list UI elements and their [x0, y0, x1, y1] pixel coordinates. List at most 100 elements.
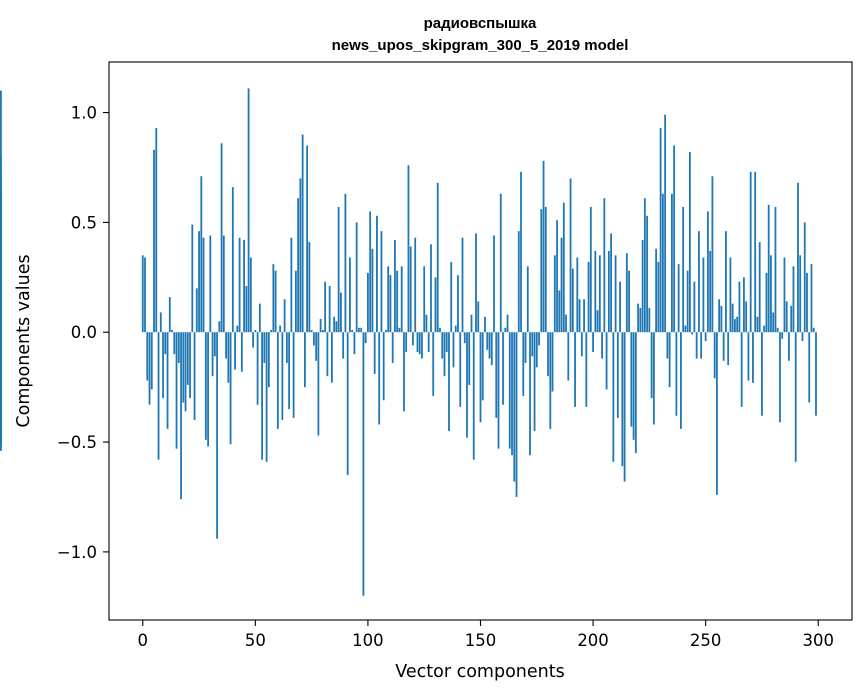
bar	[292, 332, 295, 418]
bar	[668, 332, 671, 388]
bar	[558, 290, 561, 333]
bar	[423, 266, 426, 333]
bar	[303, 332, 306, 388]
y-tick-label: 0.5	[71, 213, 97, 232]
bar	[565, 314, 567, 333]
bar	[191, 224, 194, 333]
bar	[184, 332, 187, 412]
bar	[761, 332, 763, 416]
bar	[175, 332, 178, 449]
bar	[576, 257, 579, 333]
bar	[578, 299, 581, 333]
bar	[164, 332, 167, 355]
bar	[360, 327, 363, 333]
bar	[382, 332, 385, 401]
bar	[396, 270, 399, 333]
bar	[193, 332, 196, 421]
bar	[490, 332, 493, 366]
bar	[587, 261, 590, 333]
bar	[243, 239, 245, 333]
bar	[389, 275, 392, 333]
bar	[263, 332, 266, 363]
bar	[493, 235, 495, 333]
bar	[736, 316, 739, 333]
bar	[513, 332, 516, 482]
bar	[495, 332, 498, 418]
bar	[461, 237, 464, 333]
bar	[371, 248, 374, 333]
bar	[297, 198, 300, 333]
bar	[583, 299, 585, 333]
bar	[0, 196, 2, 333]
bar	[443, 332, 446, 377]
bar	[0, 288, 2, 333]
bar	[362, 332, 365, 596]
bar	[648, 308, 651, 333]
bar	[716, 332, 718, 495]
bar	[765, 272, 768, 333]
bar	[288, 332, 291, 410]
bar	[520, 171, 522, 333]
bar	[515, 332, 518, 497]
bar	[785, 301, 788, 333]
bar	[781, 332, 784, 339]
bar	[168, 297, 171, 333]
x-tick-label: 200	[577, 631, 609, 650]
bar	[499, 193, 502, 333]
bar	[531, 332, 534, 357]
bar	[731, 303, 734, 333]
bar	[562, 202, 565, 333]
bar	[450, 261, 453, 333]
bar	[637, 303, 640, 333]
bar	[202, 237, 205, 333]
bar	[459, 332, 462, 407]
bar	[538, 332, 540, 346]
bar	[776, 327, 779, 333]
bar	[799, 255, 802, 333]
bar	[752, 332, 754, 383]
bar	[252, 332, 254, 348]
bar	[159, 312, 162, 333]
bar	[204, 332, 207, 440]
bar	[182, 332, 185, 403]
bar	[177, 332, 180, 363]
bar	[725, 231, 727, 333]
bar	[209, 235, 212, 333]
plot-frame	[108, 61, 853, 621]
bar	[279, 325, 282, 333]
bar	[457, 275, 459, 333]
x-tick-label: 50	[245, 631, 266, 650]
bar	[317, 332, 320, 436]
bar	[315, 332, 318, 361]
bar	[745, 301, 748, 333]
bar	[610, 233, 612, 333]
bar	[349, 257, 351, 333]
bar	[673, 145, 676, 333]
bar	[231, 187, 234, 333]
bar	[740, 332, 743, 407]
bar	[502, 332, 504, 405]
bar	[308, 242, 311, 333]
bar	[148, 332, 151, 405]
bar	[249, 257, 252, 333]
x-tick-label: 150	[465, 631, 497, 650]
bar	[655, 248, 658, 333]
bar	[353, 332, 356, 355]
bar	[646, 215, 649, 333]
bar	[702, 257, 705, 333]
bar	[547, 332, 549, 377]
bar	[695, 332, 698, 359]
bar	[803, 222, 806, 333]
bar	[540, 209, 543, 333]
bar	[0, 332, 2, 366]
y-tick-label: 0.0	[71, 323, 97, 342]
chart-subtitle: news_upos_skipgram_300_5_2019 model	[332, 37, 629, 54]
bar	[619, 281, 621, 333]
bar	[677, 264, 680, 333]
bar	[0, 332, 2, 418]
bar	[166, 332, 169, 429]
bar	[605, 332, 608, 390]
bar	[441, 332, 444, 359]
bar	[470, 314, 473, 333]
